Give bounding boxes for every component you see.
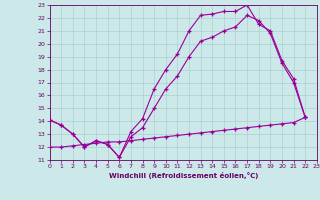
- X-axis label: Windchill (Refroidissement éolien,°C): Windchill (Refroidissement éolien,°C): [108, 172, 258, 179]
